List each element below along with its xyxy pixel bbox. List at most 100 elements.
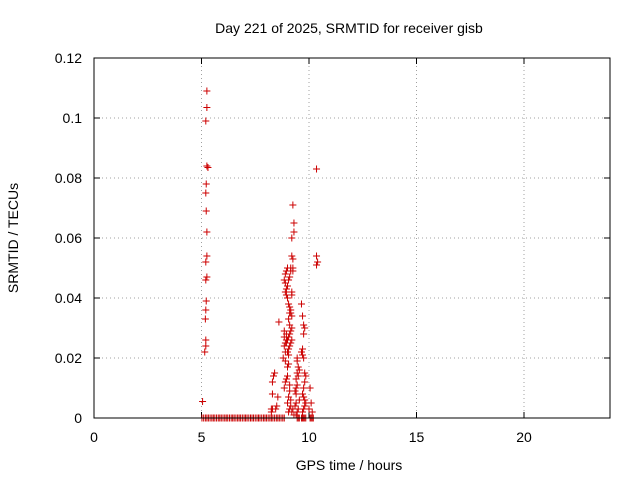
data-point [203, 228, 211, 236]
data-point [284, 399, 291, 407]
data-point [202, 258, 210, 266]
data-point [300, 354, 308, 362]
data-point [284, 294, 291, 302]
data-point [286, 273, 294, 281]
data-point [294, 372, 302, 380]
data-point [282, 285, 290, 293]
data-point [287, 396, 295, 404]
data-point [202, 297, 210, 305]
data-point [299, 390, 307, 398]
data-point [202, 276, 210, 284]
data-point [314, 258, 322, 266]
data-point [290, 219, 298, 227]
data-point [301, 402, 309, 410]
data-point [284, 282, 291, 290]
data-point [281, 357, 289, 365]
data-point [271, 369, 279, 377]
data-point [275, 318, 283, 326]
data-point [297, 300, 305, 308]
data-point [299, 312, 307, 320]
data-point [270, 372, 278, 380]
data-point [286, 342, 294, 350]
data-point [268, 390, 276, 398]
data-point [272, 405, 280, 413]
data-point [285, 333, 293, 341]
data-point [284, 372, 291, 380]
data-point [202, 342, 210, 350]
y-tick-label: 0.1 [63, 110, 83, 126]
data-point [285, 315, 293, 323]
data-point [286, 303, 294, 311]
data-point [202, 180, 210, 188]
data-point [286, 381, 294, 389]
y-tick-labels: 0 0.02 0.04 0.06 0.08 0.1 0.12 [55, 50, 82, 426]
data-point [285, 276, 293, 284]
data-point [202, 189, 210, 197]
x-tick-label: 20 [516, 429, 532, 445]
data-point [274, 393, 282, 401]
y-tick-label: 0.04 [55, 290, 82, 306]
data-point [287, 267, 295, 275]
data-point [202, 306, 210, 314]
data-point [204, 164, 212, 171]
tick-marks [93, 57, 610, 419]
data-point [307, 399, 315, 407]
x-axis-label: GPS time / hours [296, 457, 403, 473]
y-tick-label: 0.08 [55, 170, 82, 186]
data-point [201, 348, 209, 356]
data-point [313, 252, 321, 260]
data-point [203, 162, 211, 170]
plot-frame [93, 57, 611, 419]
data-point [268, 378, 276, 386]
data-point [288, 312, 296, 320]
data-point [290, 228, 298, 236]
data-point [301, 324, 309, 332]
data-point [288, 336, 296, 344]
data-point [273, 402, 281, 410]
data-point [292, 411, 300, 419]
data-point [287, 309, 295, 317]
data-point [203, 104, 211, 111]
data-point [280, 384, 288, 392]
y-tick-label: 0.06 [55, 230, 82, 246]
data-point [300, 384, 308, 392]
data-point [302, 372, 310, 380]
data-point [203, 87, 211, 95]
data-point [285, 351, 293, 359]
data-point [299, 408, 307, 416]
x-tick-label: 0 [90, 429, 98, 445]
y-axis-label: SRMTID / TECUs [5, 183, 21, 293]
data-point [288, 252, 296, 260]
data-point [281, 270, 289, 278]
data-point [306, 384, 314, 392]
data-point [294, 363, 302, 371]
data-point [292, 390, 300, 398]
data-point [301, 369, 309, 377]
data-point [284, 348, 291, 356]
data-point [202, 207, 210, 215]
data-point [293, 381, 301, 389]
data-point [300, 393, 308, 401]
data-point [313, 165, 321, 173]
data-point [308, 408, 316, 416]
data-point [289, 201, 297, 209]
data-point [305, 405, 313, 413]
data-point [287, 327, 295, 335]
data-point [300, 330, 308, 338]
data-point [282, 375, 290, 383]
data-point [299, 351, 307, 359]
data-point [291, 402, 299, 410]
x-tick-label: 10 [301, 429, 317, 445]
data-point [293, 357, 301, 365]
data-point [313, 261, 321, 269]
data-point [201, 315, 209, 323]
data-point [285, 345, 293, 353]
data-point [288, 234, 296, 242]
data-point [288, 288, 296, 296]
data-points [198, 87, 322, 422]
data-point [199, 398, 207, 405]
data-point [291, 387, 299, 395]
chart-title: Day 221 of 2025, SRMTID for receiver gis… [215, 20, 483, 36]
data-point [301, 396, 309, 404]
data-point [202, 336, 210, 344]
